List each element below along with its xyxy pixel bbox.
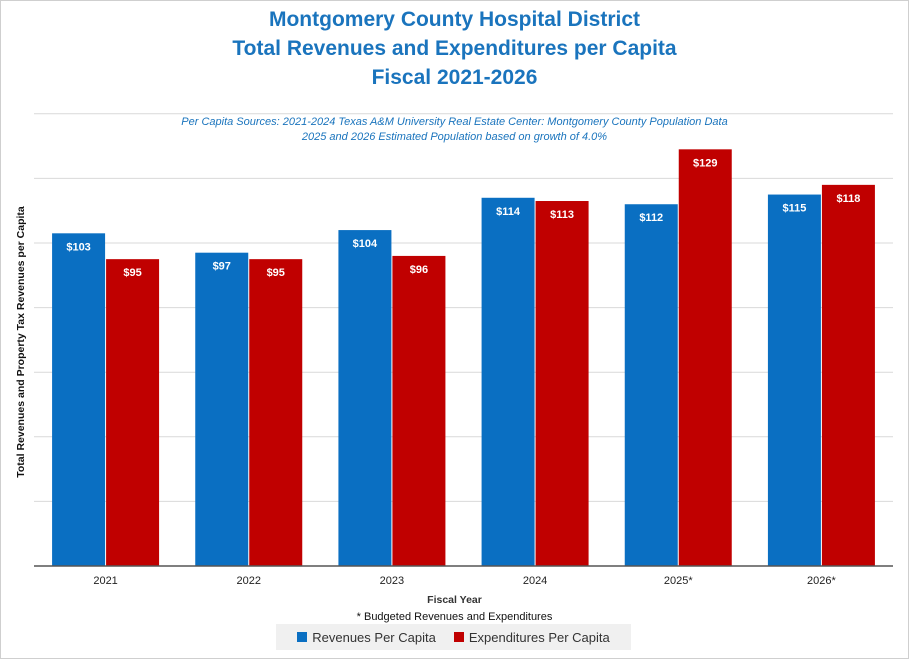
bar-revenues [52,233,106,566]
data-label-expenditures: $95 [267,267,285,279]
data-label-revenues: $114 [496,206,521,218]
bar-expenditures [106,259,160,566]
legend-swatch-expenditures [453,632,464,642]
x-tick-label: 2025* [664,575,693,587]
data-label-revenues: $103 [66,241,90,253]
bar-expenditures [678,149,732,566]
bar-expenditures [821,184,875,567]
x-tick-label: 2026* [807,575,836,587]
bar-revenues [481,197,535,566]
bar-revenues [195,252,249,566]
bar-revenues [767,194,821,567]
x-tick-label: 2022 [237,575,261,587]
legend-item-revenues: Revenues Per Capita [297,630,436,645]
source-note-line-2: 2025 and 2026 Estimated Population based… [301,131,608,143]
chart-title-line-2: Total Revenues and Expenditures per Capi… [232,37,677,60]
bar-revenues [624,204,678,567]
data-label-revenues: $97 [213,261,231,273]
x-axis-label: Fiscal Year [427,594,482,606]
chart-title-line-3: Fiscal 2021-2026 [371,66,538,89]
chart-title-line-1: Montgomery County Hospital District [268,8,641,31]
legend-item-expenditures: Expenditures Per Capita [453,629,610,645]
data-label-expenditures: $113 [550,209,574,221]
legend-label-revenues: Revenues Per Capita [312,629,436,645]
bar-expenditures [249,259,303,566]
data-label-expenditures: $118 [836,193,860,205]
budget-footnote: * Budgeted Revenues and Expenditures [356,611,553,623]
data-label-revenues: $115 [782,203,806,215]
data-label-expenditures: $129 [693,157,717,169]
legend: Revenues Per Capita Expenditures Per Cap… [276,624,631,650]
bar-expenditures [535,201,589,566]
x-tick-label: 2024 [523,575,547,587]
data-label-expenditures: $95 [123,267,141,279]
bar-revenues [338,230,392,566]
data-label-revenues: $104 [353,238,378,250]
legend-swatch-revenues [297,632,308,642]
x-tick-label: 2023 [380,575,404,587]
data-label-revenues: $112 [639,212,663,224]
legend-label-expenditures: Expenditures Per Capita [468,629,610,645]
data-label-expenditures: $96 [410,264,428,276]
x-tick-label: 2021 [93,575,117,587]
bar-expenditures [392,255,446,567]
source-note-line-1: Per Capita Sources: 2021-2024 Texas A&M … [181,116,728,128]
